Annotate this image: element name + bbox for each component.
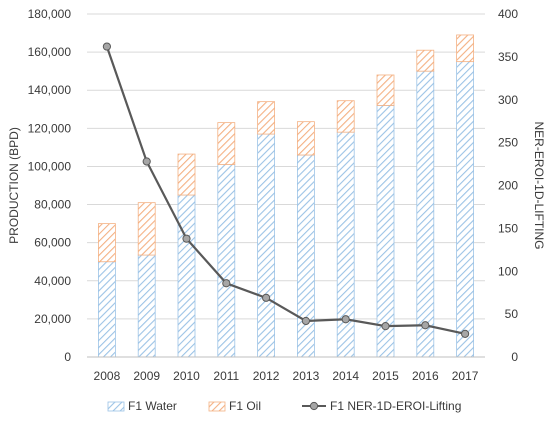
bar-f1-water	[98, 261, 116, 358]
legend-label: F1 Water	[128, 399, 177, 413]
bars	[98, 34, 475, 358]
x-tick-label: 2013	[293, 369, 320, 383]
line-point	[262, 293, 271, 302]
bar-f1-oil	[217, 122, 236, 165]
y2-tick-label: 250	[498, 136, 518, 150]
legend-label: F1 NER-1D-EROI-Lifting	[330, 399, 461, 413]
line-point	[341, 315, 350, 324]
legend-swatch	[107, 401, 125, 412]
bar-f1-water	[456, 61, 475, 358]
line-point	[222, 279, 231, 288]
bar-f1-oil	[177, 153, 196, 196]
bar-f1-water	[296, 154, 315, 358]
legend-item: F1 NER-1D-EROI-Lifting	[302, 399, 461, 413]
y-tick-label: 160,000	[28, 45, 72, 59]
x-tick-label: 2011	[213, 369, 239, 383]
axes: 0 20,000 40,000 60,000 80,000 100,000 120,000 1…	[28, 7, 519, 383]
bar-f1-oil	[456, 34, 475, 63]
x-tick-label: 2017	[452, 369, 479, 383]
bar-f1-water	[137, 254, 156, 358]
y2-tick-label: 400	[498, 7, 518, 21]
y-tick-label: 40,000	[34, 274, 71, 288]
y2-axis-title: NER-EROI-1D-LIFTING	[532, 121, 546, 249]
bar-f1-oil	[376, 74, 395, 106]
y2-tick-label: 300	[498, 93, 518, 107]
bar-f1-oil	[296, 121, 315, 156]
x-tick-label: 2008	[94, 369, 121, 383]
bar-f1-oil	[336, 100, 355, 133]
legend-label: F1 Oil	[229, 399, 261, 413]
y-tick-label: 80,000	[34, 198, 71, 212]
x-tick-label: 2012	[253, 369, 280, 383]
y2-tick-label: 100	[498, 264, 518, 278]
y2-tick-label: 50	[505, 307, 519, 321]
bar-f1-oil	[416, 49, 435, 72]
y-tick-label: 180,000	[28, 7, 72, 21]
line-point	[182, 234, 191, 243]
bar-f1-oil	[98, 223, 116, 263]
y-tick-label: 120,000	[28, 121, 72, 135]
line-point	[461, 329, 470, 338]
line-point	[301, 316, 310, 326]
x-tick-label: 2016	[412, 369, 439, 383]
x-tick-label: 2010	[173, 369, 200, 383]
bar-f1-water	[416, 70, 435, 358]
y-tick-label: 20,000	[34, 312, 71, 326]
bar-f1-oil	[137, 202, 156, 256]
y-tick-label: 60,000	[34, 236, 71, 250]
x-tick-label: 2015	[372, 369, 399, 383]
y-tick-label: 100,000	[28, 159, 72, 173]
y2-tick-label: 350	[498, 50, 518, 64]
line-point	[421, 321, 430, 330]
legend-swatch-marker	[309, 401, 319, 411]
legend-item: F1 Oil	[208, 399, 261, 413]
y-tick-label: 0	[64, 350, 71, 364]
line-point	[381, 322, 390, 331]
x-tick-label: 2009	[133, 369, 160, 383]
x-tick-label: 2014	[332, 369, 359, 383]
y2-tick-label: 200	[498, 179, 518, 193]
bar-f1-oil	[257, 101, 276, 135]
y-axis-title: PRODUCTION (BPD)	[7, 127, 21, 244]
y-tick-label: 140,000	[28, 83, 72, 97]
y2-tick-label: 150	[498, 221, 518, 235]
bar-f1-water	[376, 105, 395, 358]
legend-item: F1 Water	[107, 399, 177, 413]
legend: F1 Water F1 Oil F1 NER-1D-EROI-Lifting	[107, 399, 461, 413]
line-point	[142, 157, 151, 166]
line-point	[102, 42, 112, 51]
line-series	[105, 46, 466, 335]
bar-f1-water	[177, 194, 196, 358]
eroi-line	[102, 42, 470, 338]
bar-f1-water	[217, 164, 236, 358]
bar-f1-water	[257, 133, 276, 358]
legend-swatch	[208, 401, 226, 412]
y2-tick-label: 0	[511, 350, 518, 364]
